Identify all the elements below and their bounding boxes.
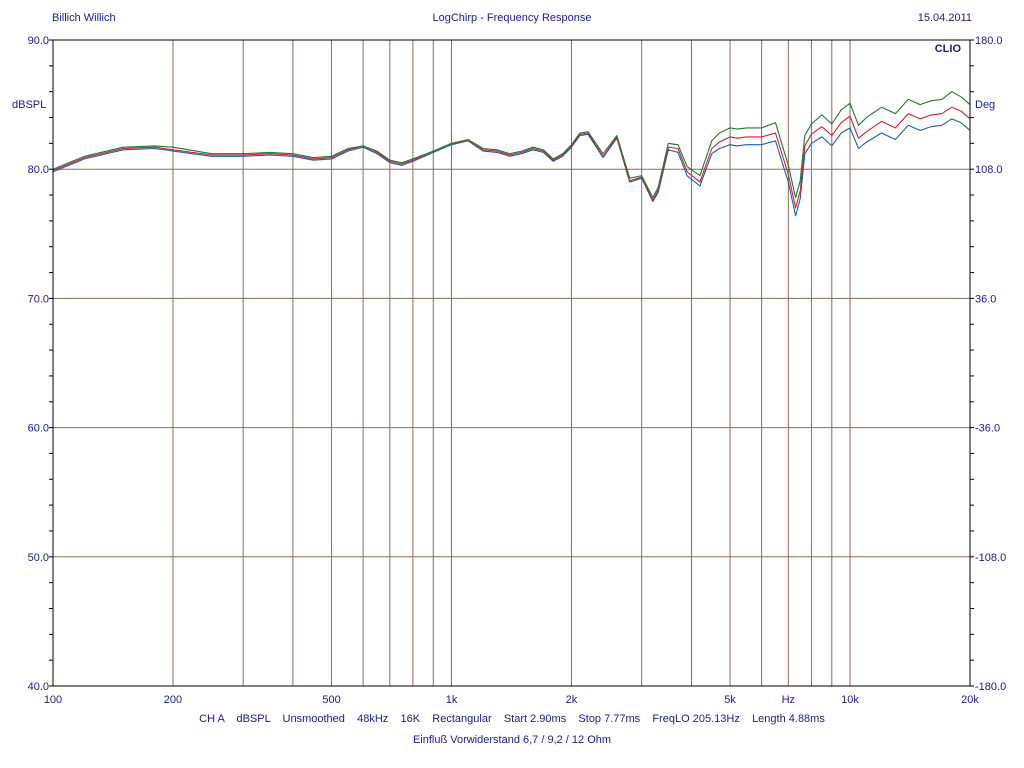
y2-tick-label: -108.0 (975, 552, 1006, 564)
x-tick-label: 500 (322, 694, 340, 706)
footer-note: Einfluß Vorwiderstand 6,7 / 9,2 / 12 Ohm (412, 734, 612, 746)
series-line-3 (52, 91, 971, 199)
y-tick-label: 50.0 (28, 552, 49, 564)
measurement-settings: CH A dBSPL Unsmoothed 48kHz 16K Rectangu… (199, 713, 825, 725)
x-tick-label: 1k (446, 694, 458, 706)
y-axis-label: dBSPL (12, 99, 46, 111)
y2-tick-label: 180.0 (975, 35, 1003, 47)
y2-tick-label: 36.0 (975, 293, 996, 305)
y2-tick-label: -180.0 (975, 681, 1006, 693)
header-date: 15.04.2011 (917, 12, 972, 24)
y-tick-label: 60.0 (28, 423, 49, 435)
chart-title: LogChirp - Frequency Response (432, 12, 592, 24)
x-tick-label: 200 (164, 694, 182, 706)
series-line-1 (52, 118, 971, 217)
x-tick-label: 100 (44, 694, 62, 706)
header-left: Billich Willich (52, 12, 116, 24)
x-tick-label: 5k (724, 694, 736, 706)
y-tick-label: 80.0 (28, 164, 49, 176)
y-tick-label: 70.0 (28, 293, 49, 305)
y-tick-label: 90.0 (28, 35, 49, 47)
x-tick-label: Hz (782, 694, 795, 706)
x-tick-label: 2k (566, 694, 578, 706)
series-layer (52, 91, 971, 217)
ticks-layer: 90.0 80.0 70.0 60.0 50.0 40.0 180.0 108.0 36.0 -3… (28, 35, 1007, 706)
grid-layer (53, 40, 970, 686)
y2-tick-label: 108.0 (975, 164, 1003, 176)
brand-label: CLIO (935, 43, 962, 55)
plot-frame (52, 39, 971, 687)
series-line-2 (52, 106, 971, 209)
y2-axis-label: Deg (975, 99, 995, 111)
x-tick-label: 20k (961, 694, 979, 706)
y2-tick-label: -36.0 (975, 423, 1000, 435)
x-tick-label: 10k (841, 694, 859, 706)
y-tick-label: 40.0 (28, 681, 49, 693)
